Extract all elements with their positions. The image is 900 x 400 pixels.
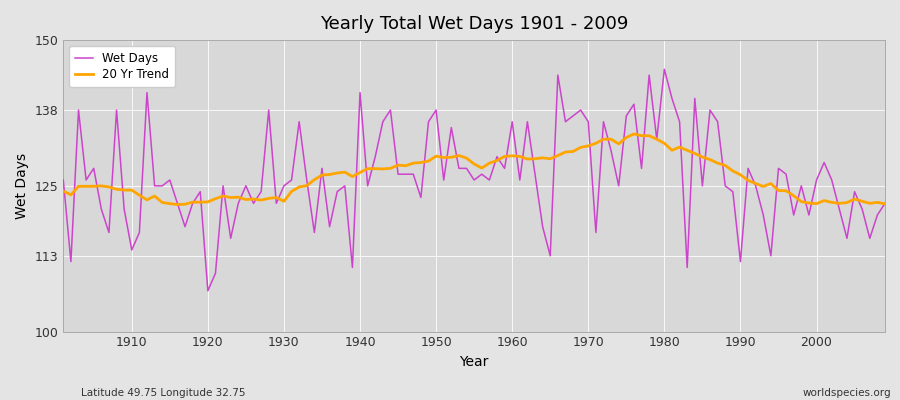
Wet Days bbox=[58, 178, 68, 182]
Wet Days bbox=[659, 67, 670, 72]
20 Yr Trend bbox=[293, 185, 304, 190]
20 Yr Trend bbox=[879, 202, 890, 206]
Text: Latitude 49.75 Longitude 32.75: Latitude 49.75 Longitude 32.75 bbox=[81, 388, 246, 398]
Y-axis label: Wet Days: Wet Days bbox=[15, 153, 29, 219]
20 Yr Trend bbox=[172, 202, 183, 207]
Text: worldspecies.org: worldspecies.org bbox=[803, 388, 891, 398]
Legend: Wet Days, 20 Yr Trend: Wet Days, 20 Yr Trend bbox=[69, 46, 176, 87]
20 Yr Trend bbox=[58, 189, 68, 194]
Line: Wet Days: Wet Days bbox=[63, 69, 885, 291]
Wet Days bbox=[879, 201, 890, 206]
20 Yr Trend bbox=[339, 170, 350, 174]
Wet Days bbox=[606, 148, 616, 153]
20 Yr Trend bbox=[628, 132, 639, 136]
Title: Yearly Total Wet Days 1901 - 2009: Yearly Total Wet Days 1901 - 2009 bbox=[320, 15, 628, 33]
20 Yr Trend bbox=[515, 154, 526, 159]
20 Yr Trend bbox=[606, 137, 616, 142]
Wet Days bbox=[339, 184, 350, 188]
Wet Days bbox=[119, 207, 130, 212]
Wet Days bbox=[202, 288, 213, 293]
20 Yr Trend bbox=[507, 154, 517, 158]
20 Yr Trend bbox=[119, 188, 130, 192]
X-axis label: Year: Year bbox=[460, 355, 489, 369]
Wet Days bbox=[515, 178, 526, 182]
Wet Days bbox=[507, 119, 517, 124]
Line: 20 Yr Trend: 20 Yr Trend bbox=[63, 134, 885, 204]
Wet Days bbox=[293, 119, 304, 124]
